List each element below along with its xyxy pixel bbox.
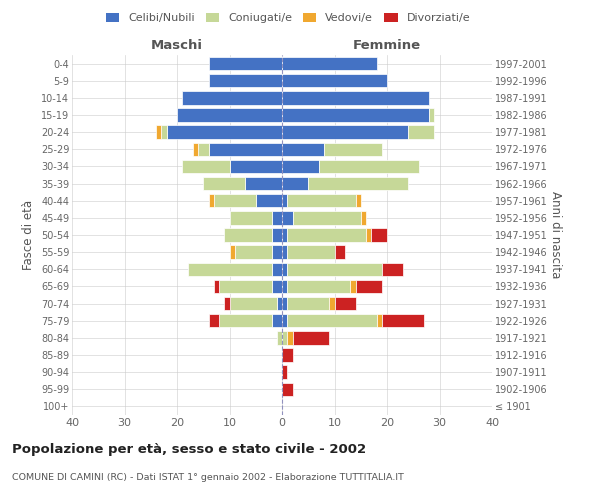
Bar <box>245 177 282 190</box>
Bar <box>287 297 329 310</box>
Bar <box>287 314 377 328</box>
Bar <box>282 382 293 396</box>
Bar <box>209 142 282 156</box>
Bar <box>198 142 209 156</box>
Bar <box>277 331 282 344</box>
Bar <box>271 314 282 328</box>
Bar <box>350 280 355 293</box>
Bar <box>282 314 287 328</box>
Bar <box>324 142 382 156</box>
Y-axis label: Fasce di età: Fasce di età <box>22 200 35 270</box>
Bar <box>355 194 361 207</box>
Bar <box>209 74 282 88</box>
Bar <box>282 262 287 276</box>
Bar <box>282 348 293 362</box>
Bar <box>282 280 287 293</box>
Bar <box>209 57 282 70</box>
Bar <box>282 74 387 88</box>
Bar <box>182 91 282 104</box>
Bar <box>161 126 167 139</box>
Bar <box>214 280 219 293</box>
Bar <box>293 211 361 224</box>
Text: Maschi: Maschi <box>151 38 203 52</box>
Bar <box>329 297 335 310</box>
Bar <box>293 331 329 344</box>
Bar <box>429 108 434 122</box>
Bar <box>282 160 319 173</box>
Bar <box>287 280 350 293</box>
Bar <box>377 314 382 328</box>
Bar <box>282 246 287 259</box>
Bar <box>277 297 282 310</box>
Bar <box>287 194 355 207</box>
Bar <box>209 314 219 328</box>
Bar <box>209 194 214 207</box>
Bar <box>282 194 287 207</box>
Text: COMUNE DI CAMINI (RC) - Dati ISTAT 1° gennaio 2002 - Elaborazione TUTTITALIA.IT: COMUNE DI CAMINI (RC) - Dati ISTAT 1° ge… <box>12 473 404 482</box>
Bar <box>335 246 345 259</box>
Bar <box>229 297 277 310</box>
Text: Popolazione per età, sesso e stato civile - 2002: Popolazione per età, sesso e stato civil… <box>12 442 366 456</box>
Bar <box>282 211 293 224</box>
Bar <box>282 108 429 122</box>
Bar <box>271 280 282 293</box>
Bar <box>271 246 282 259</box>
Bar <box>282 331 287 344</box>
Bar <box>287 331 293 344</box>
Y-axis label: Anni di nascita: Anni di nascita <box>548 192 562 278</box>
Bar <box>177 108 282 122</box>
Bar <box>256 194 282 207</box>
Bar <box>167 126 282 139</box>
Bar <box>282 142 324 156</box>
Bar <box>382 262 403 276</box>
Text: Femmine: Femmine <box>353 38 421 52</box>
Bar <box>282 91 429 104</box>
Bar <box>282 297 287 310</box>
Bar <box>271 211 282 224</box>
Bar <box>382 314 424 328</box>
Bar <box>361 211 366 224</box>
Bar <box>282 177 308 190</box>
Bar <box>271 262 282 276</box>
Bar <box>335 297 355 310</box>
Bar <box>156 126 161 139</box>
Bar <box>203 177 245 190</box>
Bar <box>408 126 434 139</box>
Bar <box>219 314 271 328</box>
Bar <box>371 228 387 241</box>
Bar <box>355 280 382 293</box>
Bar <box>235 246 271 259</box>
Bar <box>214 194 256 207</box>
Bar <box>282 126 408 139</box>
Bar <box>229 211 271 224</box>
Bar <box>308 177 408 190</box>
Bar <box>282 57 377 70</box>
Legend: Celibi/Nubili, Coniugati/e, Vedovi/e, Divorziati/e: Celibi/Nubili, Coniugati/e, Vedovi/e, Di… <box>101 8 475 28</box>
Bar <box>287 228 366 241</box>
Bar <box>219 280 271 293</box>
Bar <box>319 160 419 173</box>
Bar <box>282 366 287 379</box>
Bar <box>193 142 198 156</box>
Bar <box>271 228 282 241</box>
Bar <box>182 160 229 173</box>
Bar <box>229 246 235 259</box>
Bar <box>287 246 335 259</box>
Bar <box>224 297 229 310</box>
Bar <box>187 262 271 276</box>
Bar <box>282 228 287 241</box>
Bar <box>229 160 282 173</box>
Bar <box>366 228 371 241</box>
Bar <box>287 262 382 276</box>
Bar <box>224 228 271 241</box>
